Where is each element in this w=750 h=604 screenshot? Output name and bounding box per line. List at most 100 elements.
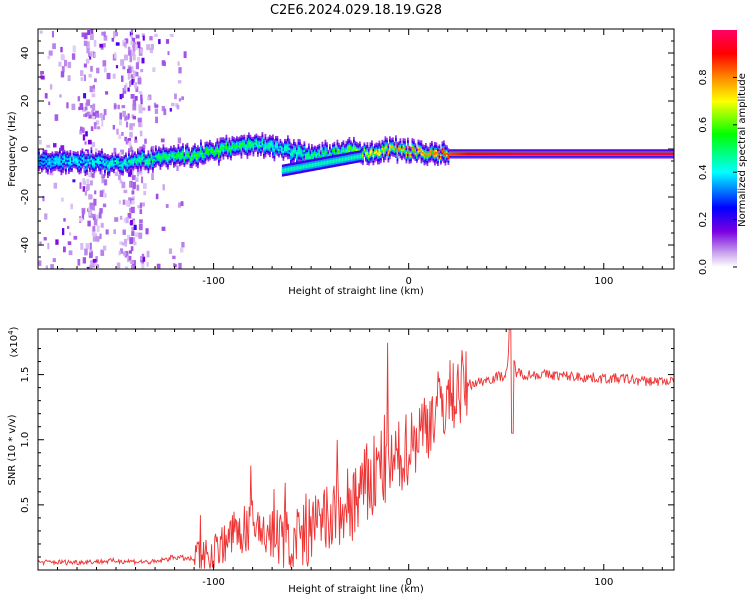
heatmap-ridge-cell <box>600 153 603 155</box>
snr-y-scale-suffix: ) <box>9 326 20 330</box>
heatmap-ridge-cell <box>177 152 180 156</box>
heatmap-noise-cell <box>101 31 105 36</box>
heatmap-ridge-cell <box>192 154 195 157</box>
heatmap-noise-cell <box>129 80 132 87</box>
heatmap-branch-cell <box>293 166 296 171</box>
heatmap-noise-cell <box>89 249 93 255</box>
heatmap-ridge-cell <box>401 151 403 153</box>
heatmap-ridge-cell <box>377 152 379 155</box>
heatmap-branch-cell <box>356 155 359 159</box>
heatmap-ridge-cell <box>197 155 199 159</box>
heatmap-ridge-cell <box>221 145 223 149</box>
heatmap-noise-cell <box>82 107 87 112</box>
heatmap-ridge-cell <box>338 150 340 153</box>
heatmap-noise-cell <box>94 125 97 130</box>
heatmap-ridge-cell <box>455 153 457 155</box>
heatmap-ridge-cell <box>617 153 619 155</box>
heatmap-noise-cell <box>138 91 143 95</box>
heatmap-ridge-cell <box>665 153 667 155</box>
heatmap-ridge-cell <box>158 155 160 158</box>
heatmap-ridge-cell <box>299 149 301 153</box>
heatmap-ridge-cell <box>174 155 177 158</box>
heatmap-ridge-cell <box>387 151 390 155</box>
heatmap-ridge-cell <box>257 144 259 148</box>
heatmap-ridge-cell <box>270 142 273 145</box>
heatmap-ridge-cell <box>554 153 556 155</box>
heatmap-noise-cell <box>86 183 90 191</box>
heatmap-ridge-cell <box>150 155 153 158</box>
heatmap-ridge-cell <box>638 153 640 155</box>
heatmap-branch-cell <box>302 164 305 169</box>
heatmap-ridge-cell <box>650 153 652 155</box>
heatmap-noise-cell <box>79 129 82 135</box>
heatmap-ridge-cell <box>147 160 150 164</box>
heatmap-noise-cell <box>63 246 66 253</box>
colorbar-label: Normalized spectral amplitude <box>737 73 748 227</box>
heatmap-noise-cell <box>169 108 172 112</box>
heatmap-noise-cell <box>138 122 142 128</box>
heatmap-noise-cell <box>132 196 135 200</box>
heatmap-noise-cell <box>130 94 135 99</box>
heatmap-branch-cell <box>319 161 322 166</box>
snr-y-scale-label: (x104) <box>7 326 20 357</box>
heatmap-noise-cell <box>88 194 92 200</box>
heatmap-ridge-cell <box>149 160 151 163</box>
heatmap-ridge-cell <box>656 153 658 155</box>
heatmap-ridge-cell <box>545 153 547 155</box>
heatmap-ridge-cell <box>110 162 112 165</box>
heatmap-noise-cell <box>137 205 141 209</box>
heatmap-ridge-cell <box>626 153 628 155</box>
heatmap-noise-cell <box>85 112 88 117</box>
heatmap-noise-cell <box>129 123 133 129</box>
heatmap-noise-cell <box>66 102 69 109</box>
heatmap-ridge-cell <box>57 160 60 163</box>
heatmap-ridge-cell <box>194 152 196 155</box>
heatmap-noise-cell <box>130 29 134 34</box>
snr-x-tick-label: -100 <box>202 577 225 588</box>
heatmap-noise-cell <box>83 40 88 46</box>
heatmap-noise-cell <box>145 228 149 235</box>
heatmap-noise-cell <box>67 75 71 82</box>
heatmap-ridge-cell <box>486 153 489 155</box>
heatmap-ridge-cell <box>272 145 274 148</box>
heatmap-ridge-cell <box>449 153 451 155</box>
heatmap-noise-cell <box>39 241 42 246</box>
heatmap-branch-cell <box>338 158 341 162</box>
heatmap-ridge-cell <box>425 152 427 155</box>
heatmap-ridge-cell <box>569 153 571 155</box>
heatmap-noise-cell <box>122 66 126 70</box>
heatmap-noise-cell <box>129 237 133 245</box>
heatmap-ridge-cell <box>383 150 385 153</box>
heatmap-ridge-cell <box>500 153 502 155</box>
heatmap-branch-cell <box>328 160 331 164</box>
heatmap-ridge-cell <box>75 159 78 162</box>
heatmap-ridge-cell <box>215 150 217 153</box>
snr-panel: -100 0 100 0.5 1.0 1.5 Height of straight lin… <box>7 326 675 595</box>
heatmap-ridge-cell <box>432 153 435 156</box>
colorbar-ticks: 0.0 0.2 0.4 0.6 0.8 <box>698 69 737 275</box>
heatmap-ridge-cell <box>200 149 202 153</box>
heatmap-ridge-cell <box>62 160 64 163</box>
heatmap-ridge-cell <box>129 161 132 164</box>
heatmap-noise-cell <box>167 51 170 56</box>
snr-y-tick-label: 0.5 <box>20 497 31 513</box>
heatmap-ridge-cell <box>347 148 349 151</box>
heatmap-ridge-cell <box>599 153 601 155</box>
heatmap-noise-cell <box>183 51 187 58</box>
heatmap-ridge-cell <box>254 142 256 145</box>
heatmap-noise-cell <box>62 228 65 236</box>
spectrogram-panel: -100 0 100 -40 -20 0 20 40 Height of straight l… <box>7 28 675 297</box>
heatmap-ridge-cell <box>485 153 487 155</box>
heatmap-ridge-cell <box>333 150 336 153</box>
heatmap-ridge-cell <box>590 153 592 155</box>
heatmap-ridge-cell <box>446 152 448 155</box>
heatmap-noise-cell <box>134 136 137 141</box>
heatmap-ridge-cell <box>159 157 162 161</box>
heatmap-ridge-cell <box>362 154 364 157</box>
heatmap-ridge-cell <box>117 161 120 164</box>
heatmap-noise-cell <box>177 80 182 84</box>
heatmap-noise-cell <box>124 238 128 244</box>
heatmap-ridge-cell <box>603 153 606 155</box>
heatmap-ridge-cell <box>572 153 574 155</box>
heatmap-noise-cell <box>121 105 126 109</box>
